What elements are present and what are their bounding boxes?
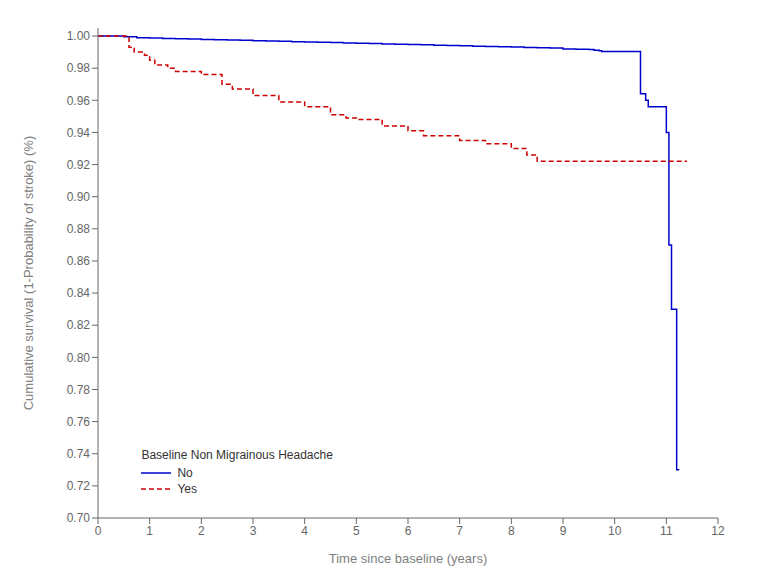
svg-text:0.78: 0.78 — [67, 383, 91, 397]
html-text:Yes: Yes — [177, 482, 197, 497]
svg-text:0.70: 0.70 — [67, 511, 91, 525]
svg-text:Time since baseline (years): Time since baseline (years) — [329, 551, 487, 566]
html-text:Baseline Non Migrainous Headac: Baseline Non Migrainous Headache — [141, 448, 333, 463]
svg-text:10: 10 — [608, 524, 622, 538]
svg-text:6: 6 — [405, 524, 412, 538]
html-text:No: No — [177, 466, 193, 481]
svg-text:0.92: 0.92 — [67, 158, 91, 172]
svg-text:8: 8 — [508, 524, 515, 538]
svg-text:0.72: 0.72 — [67, 479, 91, 493]
svg-text:0.84: 0.84 — [67, 286, 91, 300]
svg-text:0.88: 0.88 — [67, 222, 91, 236]
svg-text:0.96: 0.96 — [67, 94, 91, 108]
svg-text:11: 11 — [660, 524, 673, 538]
svg-text:9: 9 — [560, 524, 567, 538]
svg-text:1: 1 — [146, 524, 153, 538]
svg-text:0.80: 0.80 — [67, 351, 91, 365]
svg-text:0: 0 — [95, 524, 102, 538]
svg-text:0.94: 0.94 — [67, 126, 91, 140]
svg-text:3: 3 — [250, 524, 257, 538]
svg-text:7: 7 — [456, 524, 463, 538]
svg-text:12: 12 — [711, 524, 725, 538]
svg-text:5: 5 — [353, 524, 360, 538]
svg-text:0.86: 0.86 — [67, 254, 91, 268]
svg-text:0.74: 0.74 — [67, 447, 91, 461]
svg-text:1.00: 1.00 — [67, 29, 91, 43]
svg-text:0.76: 0.76 — [67, 415, 91, 429]
svg-text:0.98: 0.98 — [67, 61, 91, 75]
svg-text:Cumulative survival (1-Probabi: Cumulative survival (1-Probability of st… — [21, 136, 36, 411]
svg-text:0.82: 0.82 — [67, 318, 91, 332]
svg-text:4: 4 — [301, 524, 308, 538]
svg-text:2: 2 — [198, 524, 205, 538]
svg-text:0.90: 0.90 — [67, 190, 91, 204]
